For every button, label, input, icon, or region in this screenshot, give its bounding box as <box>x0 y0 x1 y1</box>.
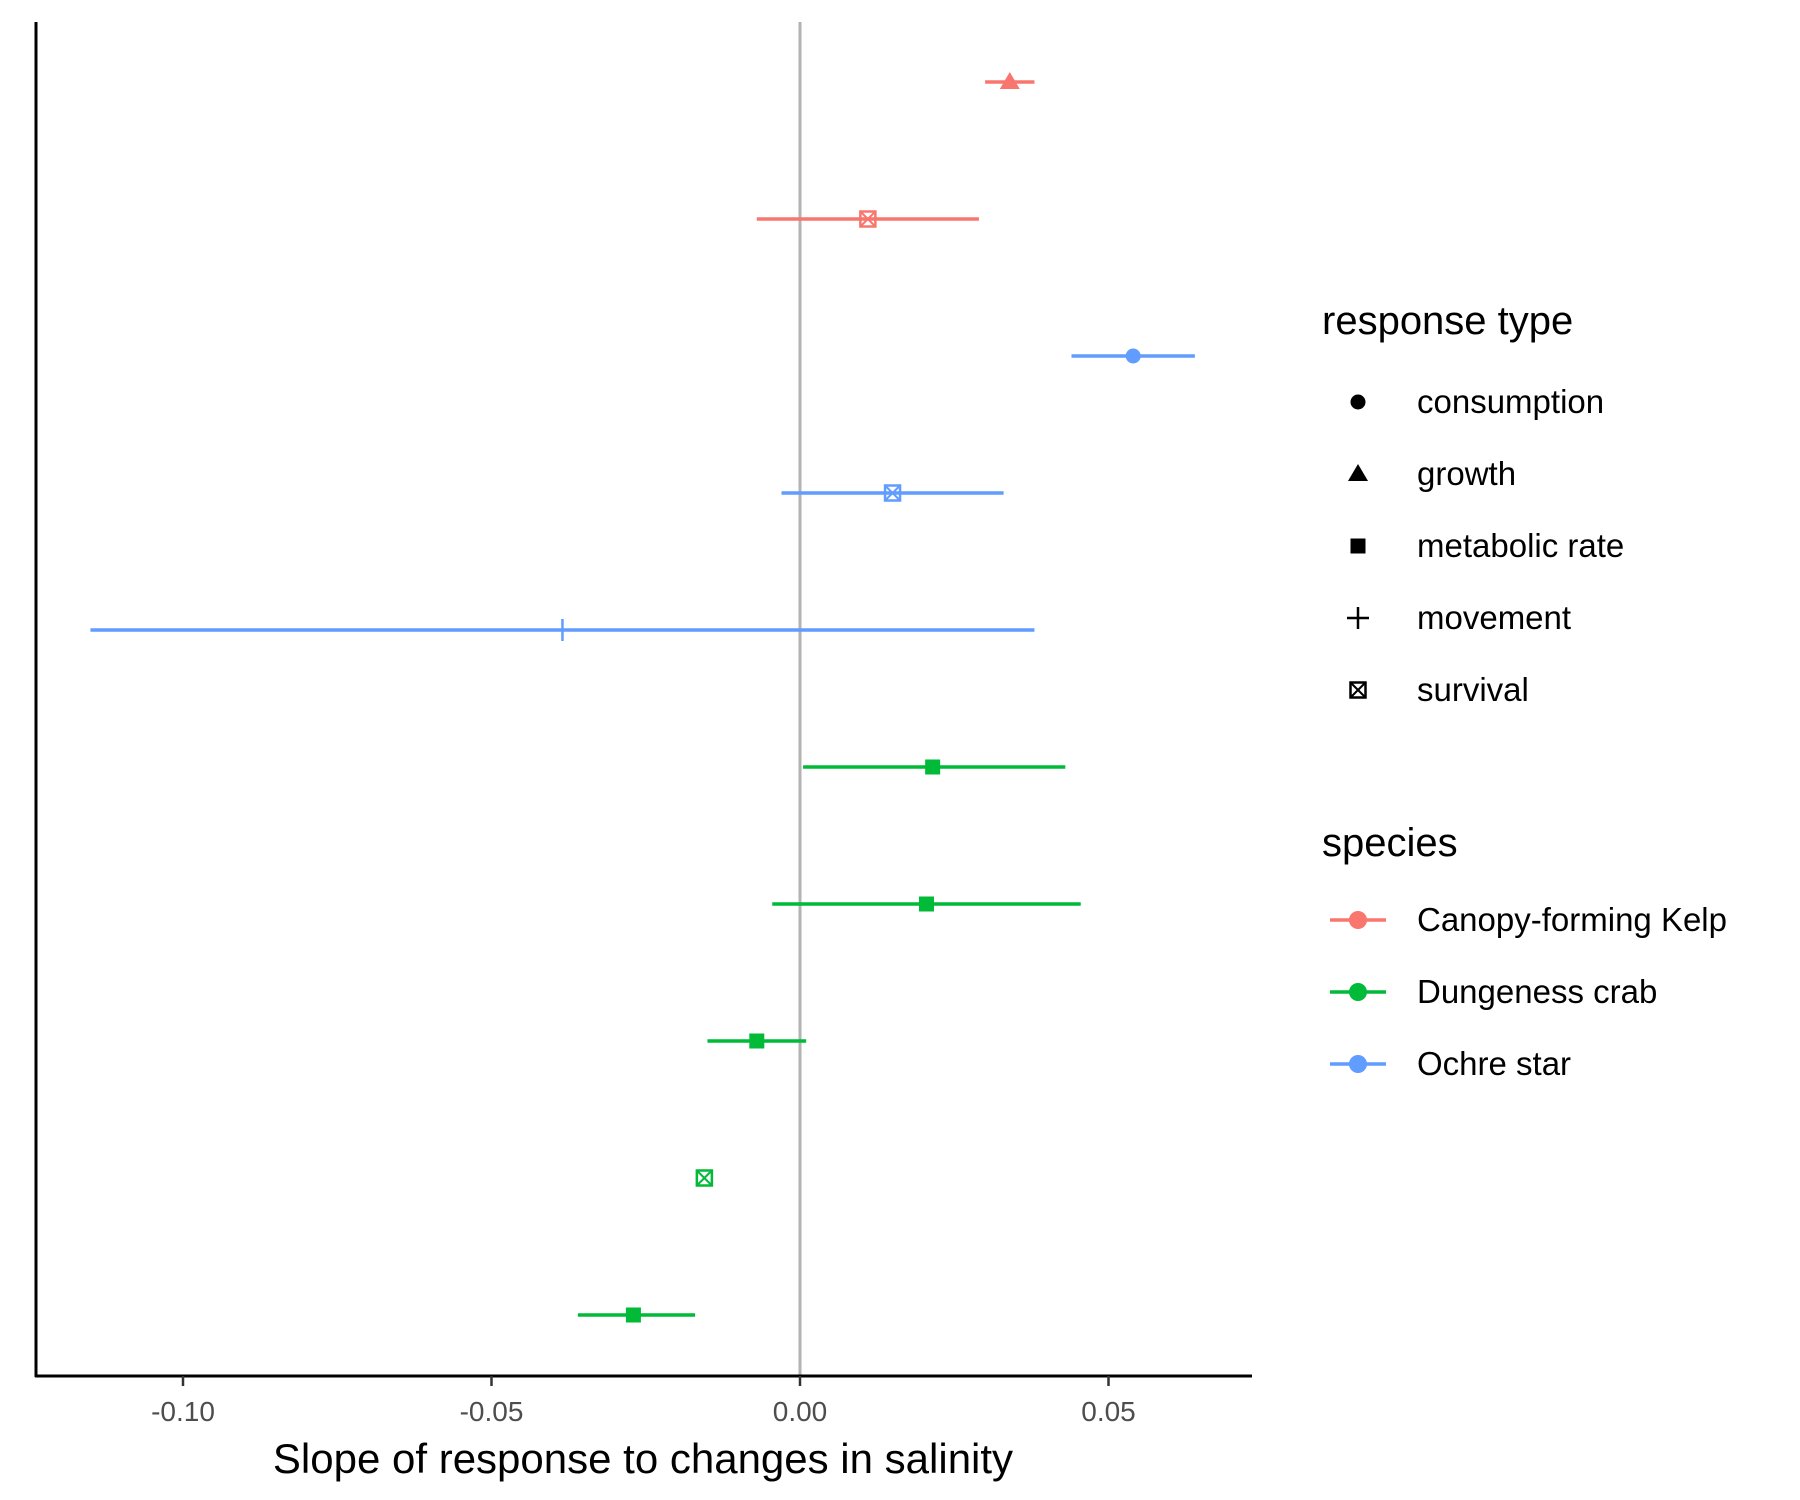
legend-label: metabolic rate <box>1417 527 1624 564</box>
legend-key-boxed-x <box>1349 681 1367 699</box>
x-tick-label: 0.05 <box>1081 1396 1136 1427</box>
legend-response-type-title: response type <box>1322 299 1573 343</box>
legend-species: species Canopy-forming Kelp Dungeness cra… <box>1322 821 1727 1082</box>
point-marker <box>999 72 1020 89</box>
x-axis-title: Slope of response to changes in salinity <box>273 1435 1013 1482</box>
point-marker <box>918 896 934 912</box>
x-tick-label: -0.10 <box>151 1396 215 1427</box>
data-point <box>781 484 1004 502</box>
data-point <box>1071 348 1195 364</box>
data-point <box>695 1169 714 1187</box>
legend-key-circle <box>1350 394 1366 410</box>
legend-label: growth <box>1417 455 1516 492</box>
legend-label: consumption <box>1417 383 1604 420</box>
legend-label: Dungeness crab <box>1417 973 1657 1010</box>
data-point <box>577 1307 696 1323</box>
data-point <box>772 896 1081 912</box>
point-marker <box>625 1307 641 1323</box>
data-point <box>803 759 1066 775</box>
legend-key-plus <box>1347 607 1369 629</box>
data-point <box>756 210 979 228</box>
data-point <box>985 72 1035 89</box>
legend-key-species <box>1330 1055 1386 1073</box>
point-marker <box>551 619 574 641</box>
data-point <box>707 1033 807 1049</box>
legend-label: movement <box>1417 599 1571 636</box>
x-tick-label: -0.05 <box>460 1396 524 1427</box>
point-marker <box>695 1169 714 1187</box>
legend-response-type: response type consumption growth metabolic… <box>1322 299 1624 708</box>
point-marker <box>1125 348 1141 364</box>
point-marker <box>859 210 877 228</box>
x-tick-label: 0.00 <box>773 1396 828 1427</box>
legend-label: survival <box>1417 671 1529 708</box>
data-point <box>90 619 1035 641</box>
legend-key-species <box>1330 911 1386 929</box>
point-marker <box>749 1033 765 1049</box>
legend-key-triangle <box>1348 464 1368 481</box>
plot-area: -0.10 -0.05 0.00 0.05 <box>34 22 1252 1427</box>
legend-key-species <box>1330 983 1386 1001</box>
point-marker <box>925 759 941 775</box>
legend-species-title: species <box>1322 821 1458 865</box>
point-marker <box>883 484 902 502</box>
legend-key-square <box>1350 538 1366 554</box>
legend-label: Canopy-forming Kelp <box>1417 901 1727 938</box>
legend-label: Ochre star <box>1417 1045 1571 1082</box>
